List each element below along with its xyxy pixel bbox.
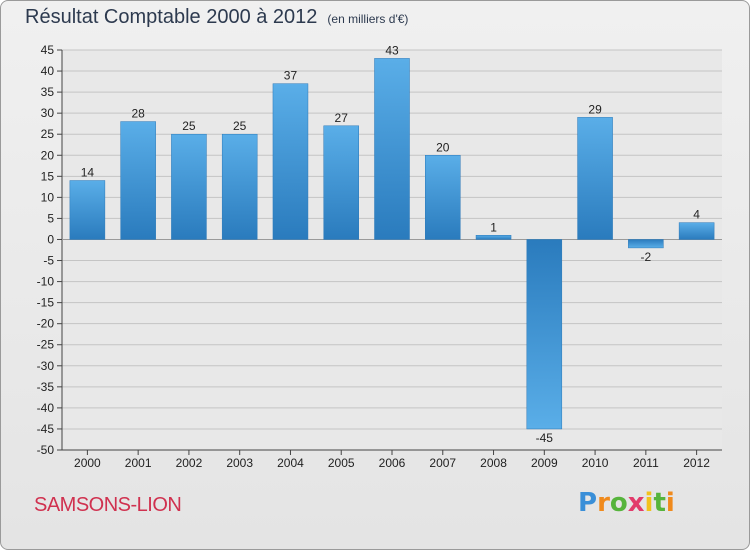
value-label-2004: 37 bbox=[284, 69, 298, 83]
value-label-2012: 4 bbox=[693, 208, 700, 222]
y-tick-label: -20 bbox=[37, 317, 55, 331]
value-label-2011: -2 bbox=[641, 250, 652, 264]
y-tick-label: -35 bbox=[37, 380, 55, 394]
bar-2000 bbox=[69, 180, 106, 240]
y-tick-label: 0 bbox=[47, 232, 54, 246]
y-tick-label: -10 bbox=[37, 275, 55, 289]
y-tick-label: -5 bbox=[43, 254, 54, 268]
value-label-2008: 1 bbox=[490, 220, 497, 234]
y-tick-label: -40 bbox=[37, 401, 55, 415]
y-tick-label: -15 bbox=[37, 296, 55, 310]
bar-2010 bbox=[577, 117, 613, 240]
x-tick-label-2007: 2007 bbox=[429, 456, 456, 470]
x-tick-label-2009: 2009 bbox=[531, 456, 558, 470]
y-tick-label: -45 bbox=[37, 422, 55, 436]
bar-2006 bbox=[374, 58, 410, 240]
y-tick-label: 10 bbox=[41, 190, 55, 204]
bar-2008 bbox=[475, 235, 512, 240]
value-label-2003: 25 bbox=[233, 119, 247, 133]
bar-2003 bbox=[221, 133, 258, 240]
y-tick-label: 20 bbox=[41, 148, 55, 162]
value-label-2007: 20 bbox=[436, 140, 450, 154]
bar-2012 bbox=[678, 222, 715, 240]
value-label-2009: -45 bbox=[536, 431, 554, 445]
bar-2004 bbox=[272, 83, 309, 240]
y-tick-label: -50 bbox=[37, 443, 55, 457]
x-tick-label-2003: 2003 bbox=[226, 456, 253, 470]
y-tick-label: 45 bbox=[41, 43, 55, 57]
value-label-2000: 14 bbox=[81, 166, 95, 180]
bar-2007 bbox=[425, 155, 461, 240]
value-label-2001: 28 bbox=[131, 107, 145, 121]
x-tick-label-2004: 2004 bbox=[277, 456, 304, 470]
place-name: SAMSONS-LION bbox=[34, 494, 182, 516]
value-label-2006: 43 bbox=[385, 43, 399, 57]
x-tick-label-2005: 2005 bbox=[328, 456, 355, 470]
value-label-2005: 27 bbox=[335, 111, 349, 125]
value-label-2010: 29 bbox=[588, 102, 602, 116]
y-tick-label: 5 bbox=[47, 211, 54, 225]
value-label-2002: 25 bbox=[182, 119, 196, 133]
x-tick-label-2012: 2012 bbox=[683, 456, 710, 470]
y-tick-label: 40 bbox=[41, 64, 55, 78]
proxiti-logo: Proxiti bbox=[578, 488, 675, 518]
x-tick-label-2006: 2006 bbox=[379, 456, 406, 470]
y-tick-label: -25 bbox=[37, 338, 55, 352]
x-tick-label-2008: 2008 bbox=[480, 456, 507, 470]
y-tick-label: 15 bbox=[41, 169, 55, 183]
bar-2011 bbox=[628, 239, 664, 249]
y-tick-label: -30 bbox=[37, 359, 55, 373]
y-tick-label: 30 bbox=[41, 106, 55, 120]
x-tick-label-2010: 2010 bbox=[582, 456, 609, 470]
x-tick-label-2001: 2001 bbox=[125, 456, 152, 470]
bar-2001 bbox=[120, 121, 156, 240]
chart-title: Résultat Comptable 2000 à 2012 (en millie… bbox=[25, 6, 409, 28]
bar-2009 bbox=[526, 239, 563, 430]
bar-2002 bbox=[171, 133, 207, 240]
chart-subtitle: (en milliers d'€) bbox=[327, 12, 409, 26]
bar-2005 bbox=[323, 125, 359, 240]
x-tick-label-2000: 2000 bbox=[74, 456, 101, 470]
y-tick-label: 25 bbox=[41, 127, 55, 141]
y-tick-label: 35 bbox=[41, 85, 55, 99]
x-tick-label-2011: 2011 bbox=[633, 456, 659, 470]
x-tick-label-2002: 2002 bbox=[176, 456, 203, 470]
